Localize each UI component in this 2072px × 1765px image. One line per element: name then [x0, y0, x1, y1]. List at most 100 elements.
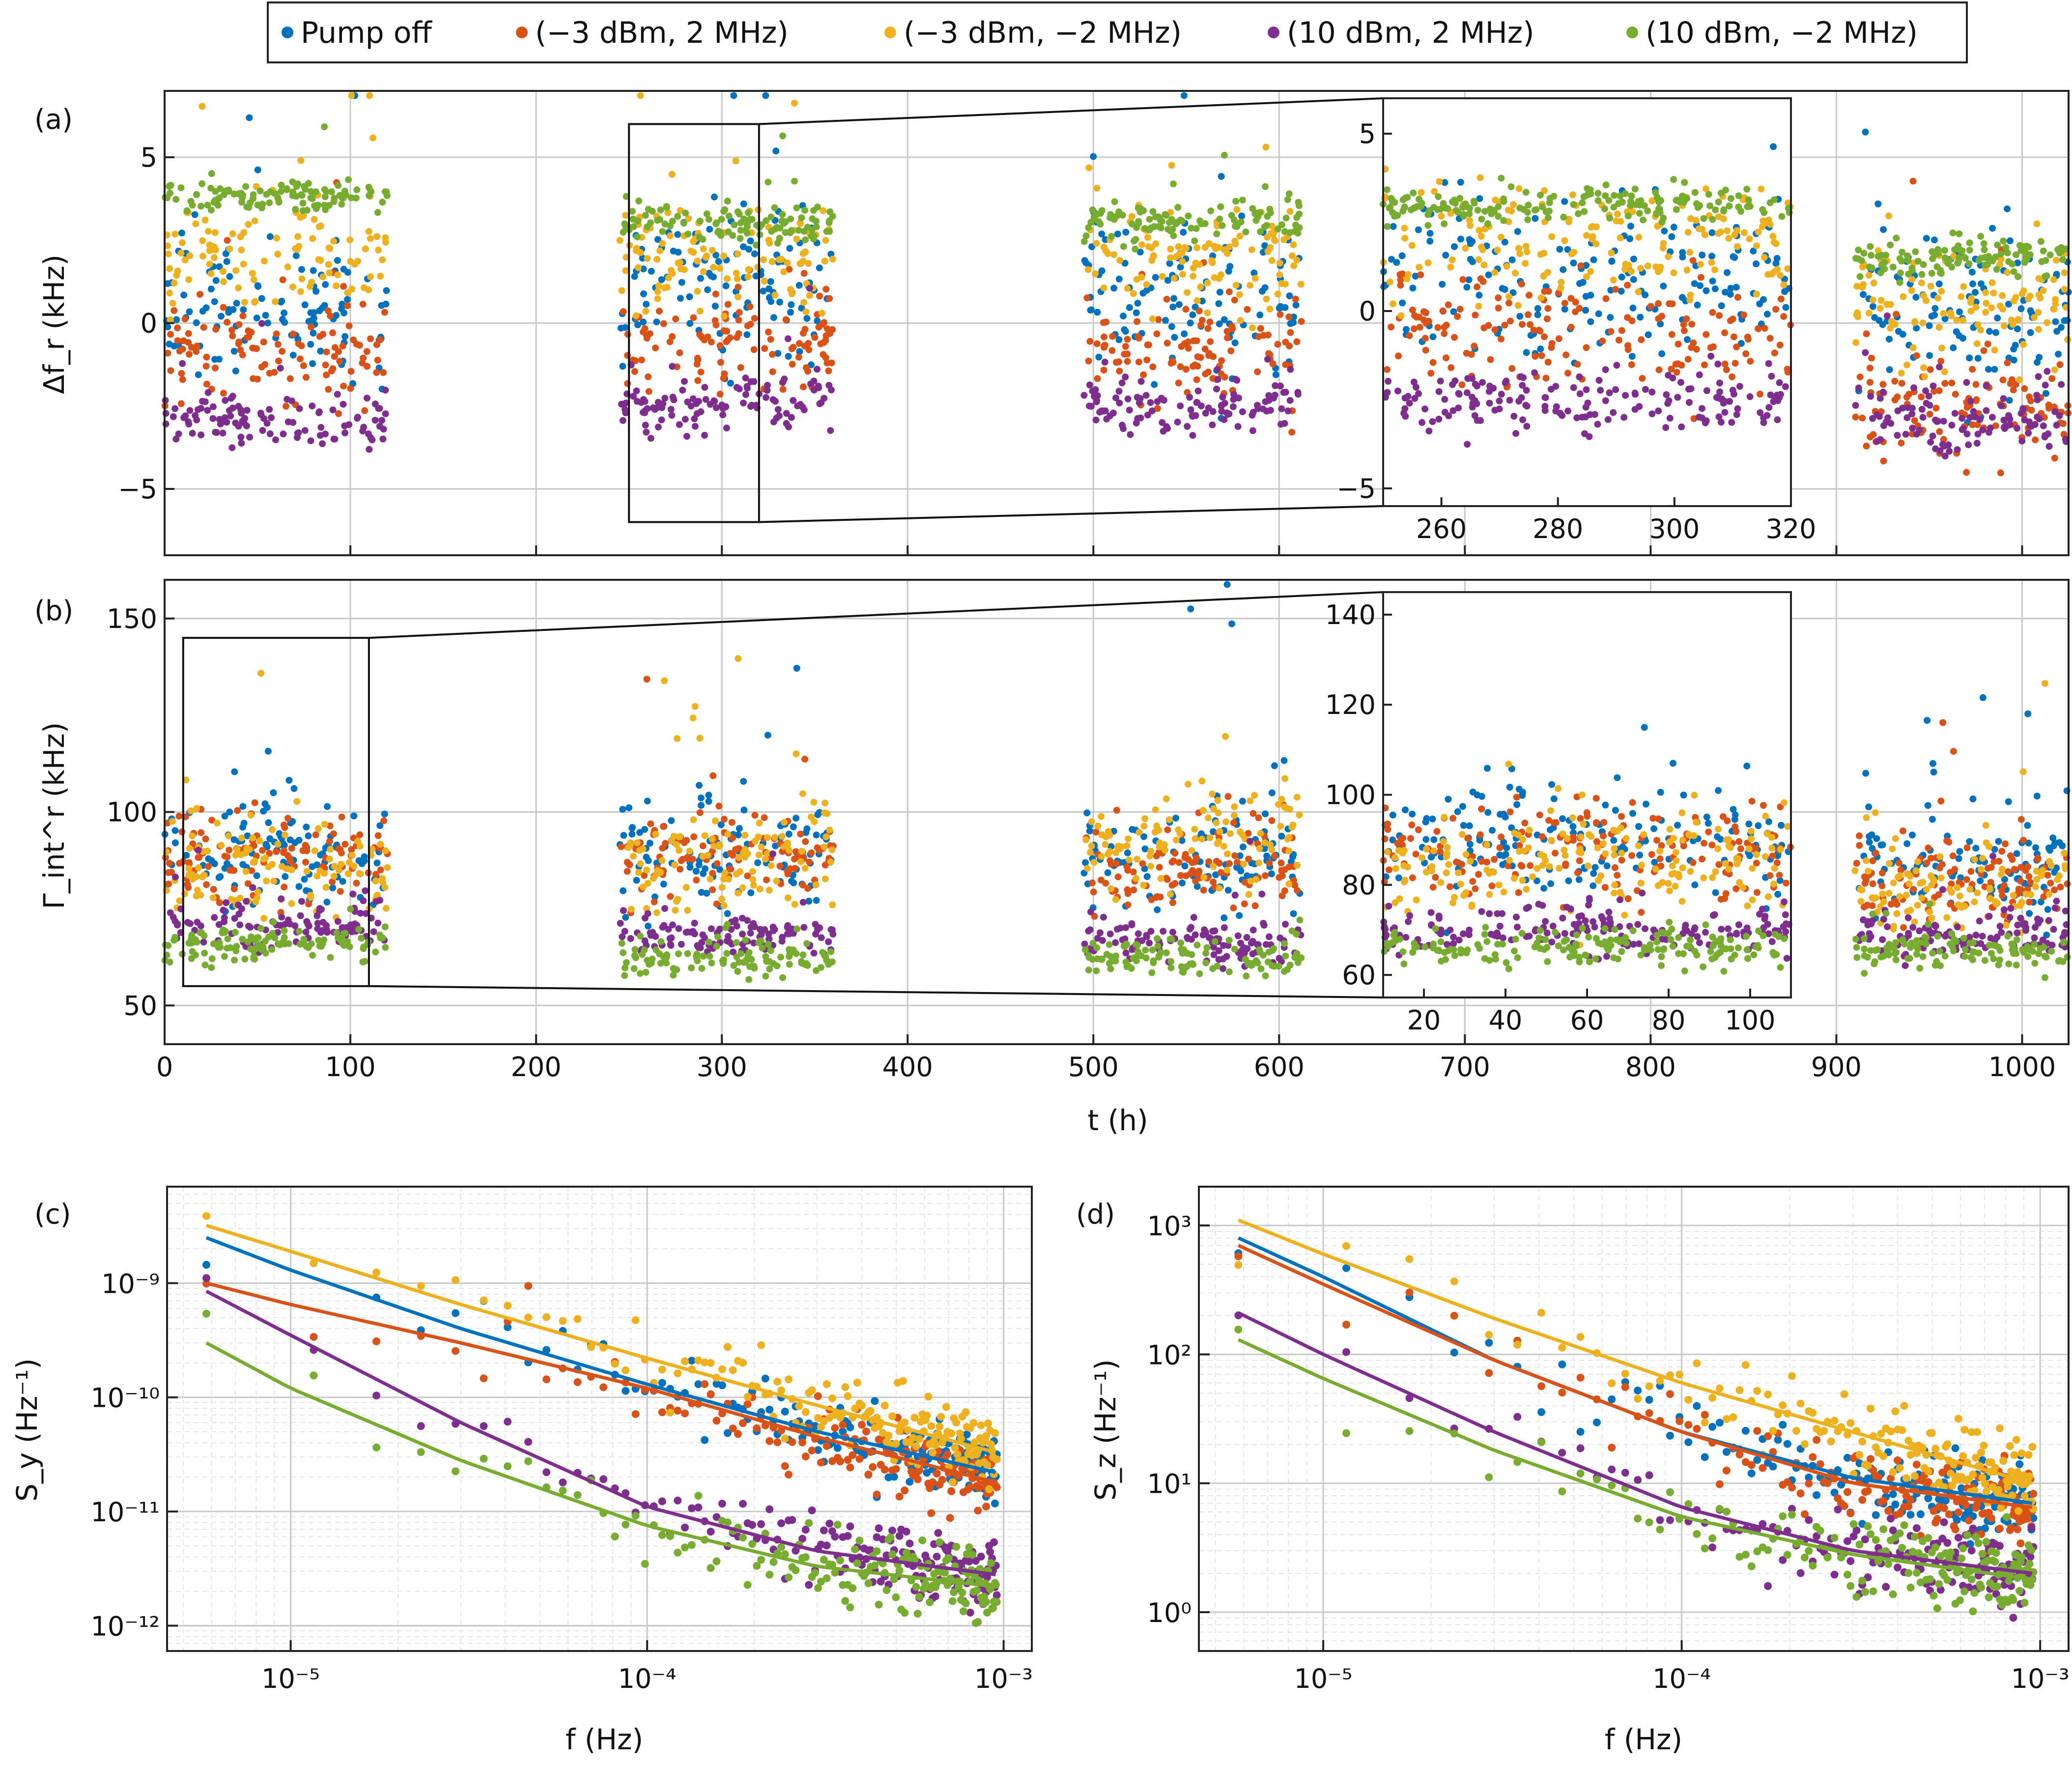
data-point — [815, 323, 823, 331]
inset-data-point — [1467, 256, 1474, 263]
inset-data-point — [1390, 300, 1396, 308]
data-point — [1186, 394, 1193, 401]
data-point — [1951, 246, 1958, 253]
data-point — [223, 899, 230, 906]
data-point — [1210, 353, 1217, 360]
data-point — [2037, 238, 2044, 245]
inset-data-point — [1439, 307, 1447, 314]
inset-data-point — [1680, 321, 1687, 328]
data-point — [280, 821, 287, 828]
data-point — [1141, 225, 1149, 232]
data-point — [674, 213, 681, 220]
inset-data-point — [1670, 176, 1677, 183]
inset-data-point — [1665, 253, 1672, 260]
data-point — [1094, 309, 1101, 316]
data-point — [1285, 190, 1293, 198]
data-point — [686, 848, 693, 855]
data-point — [374, 209, 381, 216]
inset-data-point — [1422, 309, 1429, 316]
data-point — [700, 245, 707, 253]
inset-data-point — [1501, 286, 1508, 293]
data-point — [1126, 304, 1133, 311]
inset-data-point — [1457, 235, 1464, 243]
data-point — [240, 306, 247, 313]
data-point — [2035, 309, 2042, 316]
data-point — [1284, 196, 1291, 203]
data-point — [1930, 388, 1938, 395]
data-point — [620, 887, 627, 894]
data-point — [351, 260, 358, 268]
data-point — [1919, 414, 1927, 421]
data-point — [1956, 254, 1962, 261]
inset-data-point — [1622, 392, 1629, 399]
inset-data-point — [1624, 342, 1631, 349]
data-point — [1233, 223, 1241, 230]
data-point — [1192, 931, 1199, 939]
data-point — [1881, 265, 1888, 273]
data-point — [321, 123, 328, 130]
data-point — [774, 406, 782, 413]
inset-data-point — [1435, 416, 1443, 423]
data-point — [310, 329, 317, 337]
data-point — [1981, 246, 1988, 254]
data-point — [827, 858, 834, 865]
data-point — [1263, 853, 1271, 860]
data-point — [224, 237, 231, 244]
data-point — [1966, 414, 1974, 421]
data-point — [239, 418, 246, 425]
data-point — [261, 361, 269, 368]
inset-data-point — [1673, 369, 1680, 376]
data-point — [1296, 811, 1303, 819]
data-point — [2027, 397, 2035, 404]
data-point — [710, 193, 718, 200]
data-point — [1224, 793, 1232, 800]
data-point — [1268, 257, 1276, 264]
data-point — [199, 253, 206, 260]
data-point — [751, 250, 758, 257]
data-point — [1963, 469, 1970, 476]
data-point — [1115, 208, 1122, 216]
data-point — [367, 335, 374, 342]
data-point — [2061, 269, 2068, 276]
data-point — [243, 407, 251, 414]
data-point — [1219, 394, 1226, 400]
data-point — [764, 834, 771, 841]
data-point — [374, 919, 382, 927]
data-point — [678, 940, 685, 948]
data-point — [236, 921, 244, 929]
inset-data-point — [1437, 377, 1444, 385]
data-point — [199, 180, 206, 187]
data-point — [1249, 324, 1256, 332]
inset-data-point — [1492, 197, 1499, 203]
data-point — [686, 293, 693, 300]
data-point — [716, 391, 724, 398]
data-point — [316, 307, 323, 314]
inset-data-point — [1730, 333, 1737, 341]
data-point — [1272, 237, 1279, 244]
inset-data-point — [1525, 311, 1532, 318]
data-point — [2040, 422, 2047, 429]
data-point — [1958, 415, 1966, 422]
data-point — [334, 918, 341, 925]
data-point — [778, 217, 786, 225]
data-point — [1996, 923, 2004, 930]
inset-data-point — [1686, 249, 1694, 256]
data-point — [644, 405, 651, 412]
inset-data-point — [1557, 410, 1564, 417]
data-point — [345, 322, 353, 330]
data-point — [286, 854, 293, 862]
data-point — [630, 393, 637, 400]
data-point — [1167, 254, 1174, 261]
data-point — [1130, 886, 1137, 894]
data-point — [1231, 237, 1239, 245]
data-point — [1992, 329, 1999, 336]
data-point — [345, 176, 352, 183]
inset-data-point — [1614, 210, 1621, 218]
data-point — [1274, 341, 1281, 348]
data-point — [274, 341, 282, 348]
data-point — [382, 387, 389, 394]
inset-data-point — [1728, 195, 1734, 202]
inset-data-point — [1755, 228, 1762, 236]
data-point — [1266, 859, 1273, 867]
data-point — [720, 313, 728, 320]
